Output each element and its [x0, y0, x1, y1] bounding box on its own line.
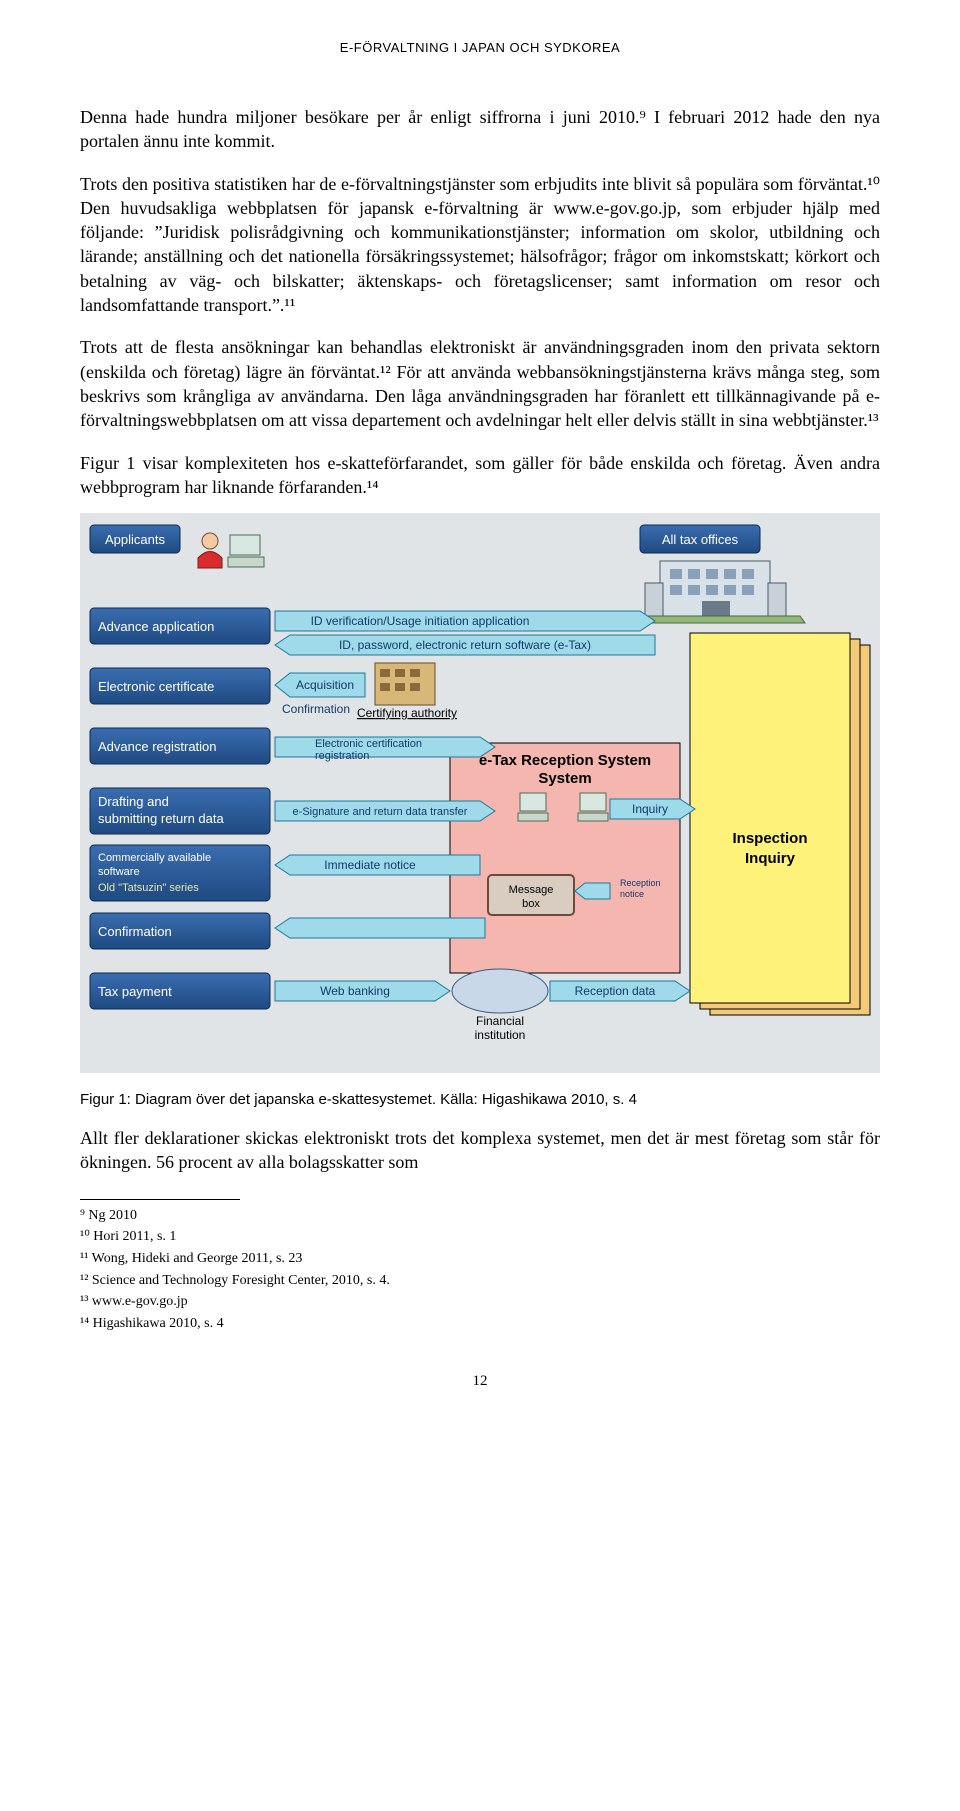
paragraph-3: Trots att de flesta ansökningar kan beha… [80, 335, 880, 432]
svg-text:box: box [522, 898, 540, 910]
footnote-12: ¹² Science and Technology Foresight Cent… [80, 1271, 880, 1291]
paragraph-5: Allt fler deklarationer skickas elektron… [80, 1126, 880, 1175]
svg-text:Reception data: Reception data [575, 984, 656, 998]
svg-text:Confirmation: Confirmation [282, 702, 350, 716]
paragraph-1: Denna hade hundra miljoner besökare per … [80, 105, 880, 154]
svg-text:Advance registration: Advance registration [98, 739, 217, 754]
page-number: 12 [80, 1373, 880, 1390]
footnotes: ⁹ Ng 2010 ¹⁰ Hori 2011, s. 1 ¹¹ Wong, Hi… [80, 1206, 880, 1334]
svg-text:ID, password, electronic retur: ID, password, electronic return software… [339, 638, 591, 652]
svg-text:software: software [98, 866, 140, 878]
running-header: E-FÖRVALTNING I JAPAN OCH SYDKOREA [80, 40, 880, 55]
svg-text:institution: institution [475, 1028, 526, 1042]
all-tax-offices-label: All tax offices [662, 532, 739, 547]
svg-text:Advance application: Advance application [98, 619, 214, 634]
etax-diagram: Applicants All tax offices [80, 513, 880, 1073]
svg-text:e-Tax Reception System: e-Tax Reception System [479, 752, 651, 769]
footnote-14: ¹⁴ Higashikawa 2010, s. 4 [80, 1314, 880, 1334]
footnote-9: ⁹ Ng 2010 [80, 1206, 880, 1226]
svg-text:Drafting and: Drafting and [98, 794, 169, 809]
svg-text:ID verification/Usage initiati: ID verification/Usage initiation applica… [311, 614, 530, 628]
left-steps: Advance application Electronic certifica… [90, 608, 270, 1009]
footnote-10: ¹⁰ Hori 2011, s. 1 [80, 1227, 880, 1247]
svg-text:Tax payment: Tax payment [98, 984, 172, 999]
svg-text:Reception: Reception [620, 878, 661, 888]
paragraph-2: Trots den positiva statistiken har de e-… [80, 172, 880, 318]
svg-text:Old "Tatsuzin" series: Old "Tatsuzin" series [98, 882, 199, 894]
svg-text:Message: Message [509, 884, 554, 896]
svg-text:submitting return data: submitting return data [98, 811, 225, 826]
inspection-label-1: Inspection [732, 830, 807, 847]
svg-text:Electronic certificate: Electronic certificate [98, 679, 214, 694]
svg-text:Immediate notice: Immediate notice [324, 858, 416, 872]
svg-text:Inquiry: Inquiry [632, 802, 668, 816]
svg-text:Web banking: Web banking [320, 984, 390, 998]
svg-text:notice: notice [620, 889, 644, 899]
figure-caption: Figur 1: Diagram över det japanska e-ska… [80, 1091, 880, 1108]
paragraph-4: Figur 1 visar komplexiteten hos e-skatte… [80, 451, 880, 500]
svg-text:Confirmation: Confirmation [98, 924, 172, 939]
svg-text:e-Signature and return data tr: e-Signature and return data transfer [293, 806, 468, 818]
footnote-13: ¹³ www.e-gov.go.jp [80, 1292, 880, 1312]
footnote-separator [80, 1199, 240, 1200]
svg-text:registration: registration [315, 750, 369, 762]
svg-text:Commercially available: Commercially available [98, 852, 211, 864]
svg-text:Electronic certification: Electronic certification [315, 738, 422, 750]
svg-text:Certifying authority: Certifying authority [357, 706, 457, 720]
footnote-11: ¹¹ Wong, Hideki and George 2011, s. 23 [80, 1249, 880, 1269]
inspection-label-2: Inquiry [745, 850, 796, 867]
svg-text:Acquisition: Acquisition [296, 678, 354, 692]
figure-1: Applicants All tax offices [80, 513, 880, 1073]
svg-text:System: System [538, 770, 591, 787]
svg-text:Financial: Financial [476, 1014, 524, 1028]
applicants-label: Applicants [105, 532, 165, 547]
